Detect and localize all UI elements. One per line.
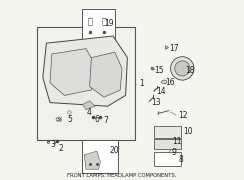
Text: FRONT LAMPS. HEADLAMP COMPONENTS.: FRONT LAMPS. HEADLAMP COMPONENTS.	[67, 173, 177, 178]
Text: 11: 11	[173, 137, 182, 146]
Text: 2: 2	[58, 144, 63, 153]
Text: 18: 18	[185, 66, 194, 75]
Text: 8: 8	[179, 155, 183, 164]
Text: 6: 6	[94, 115, 99, 124]
Text: 9: 9	[172, 148, 176, 157]
Text: 13: 13	[151, 98, 160, 107]
Polygon shape	[43, 36, 127, 106]
Text: 4: 4	[87, 108, 92, 117]
Text: 17: 17	[169, 44, 178, 53]
Text: 12: 12	[179, 111, 188, 120]
Bar	[82, 140, 118, 173]
Text: 16: 16	[165, 78, 175, 87]
Text: 20: 20	[109, 146, 119, 155]
Polygon shape	[84, 151, 100, 169]
Text: 3: 3	[51, 140, 56, 149]
Text: 1: 1	[139, 79, 144, 88]
Bar	[154, 126, 181, 138]
Polygon shape	[90, 52, 122, 97]
Text: 15: 15	[154, 66, 164, 75]
Bar	[82, 9, 115, 45]
Text: ᗒ: ᗒ	[87, 17, 92, 26]
Bar	[154, 139, 181, 148]
Text: ᗒ: ᗒ	[102, 17, 106, 26]
Circle shape	[175, 61, 190, 76]
Polygon shape	[82, 101, 95, 110]
Circle shape	[171, 57, 194, 80]
Text: 14: 14	[156, 87, 166, 96]
Bar	[37, 27, 135, 140]
Ellipse shape	[162, 80, 167, 84]
Text: 19: 19	[104, 19, 114, 28]
Text: 7: 7	[103, 116, 108, 125]
Bar	[154, 152, 181, 166]
Text: 10: 10	[183, 127, 193, 136]
Polygon shape	[50, 49, 95, 95]
Text: 5: 5	[67, 115, 72, 124]
